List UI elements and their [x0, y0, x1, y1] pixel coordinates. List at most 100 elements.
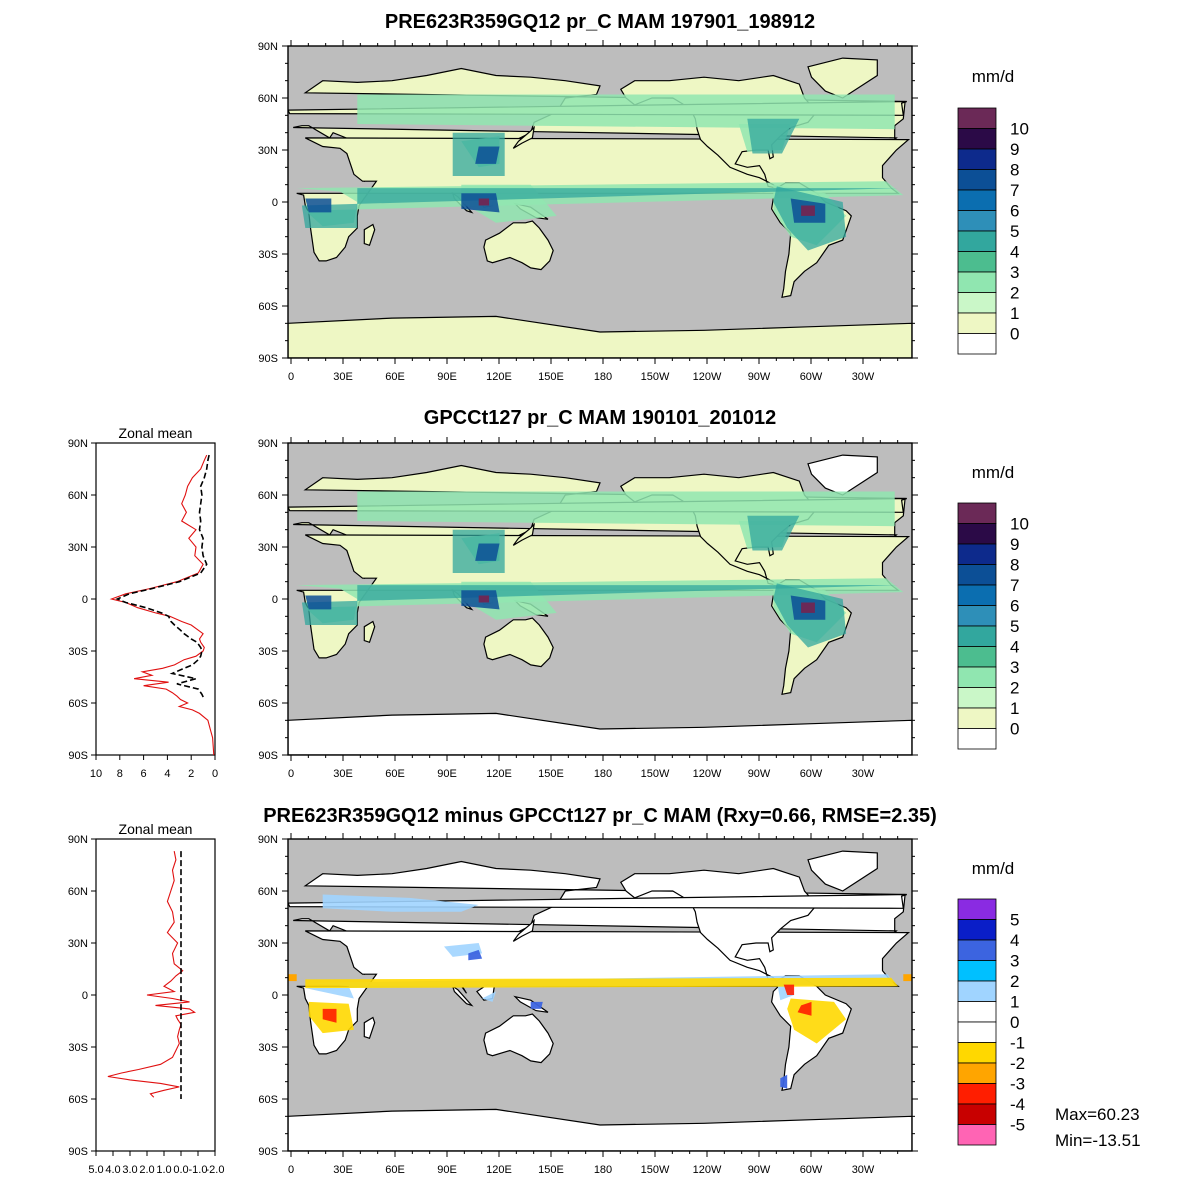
- colorbar-unit: mm/d: [972, 67, 1015, 86]
- colorbar-label: 1: [1010, 993, 1019, 1012]
- colorbar-swatch: [957, 707, 997, 729]
- colorbar-label: 2: [1010, 972, 1019, 991]
- land-greenland: [807, 57, 878, 99]
- lat-tick-label: 0: [272, 990, 278, 1002]
- land-eurasia-wrap: [0, 862, 281, 994]
- zonal-mean-frame: [95, 442, 216, 756]
- zonal-x-label: 4: [164, 768, 170, 780]
- lon-tick-label: 30W: [852, 1164, 875, 1176]
- lon-tick-label: 150E: [538, 1164, 564, 1176]
- lat-tick-label: 30N: [258, 938, 278, 950]
- colorbar-swatch: [957, 523, 997, 545]
- panel-title: PRE623R359GQ12 minus GPCCt127 pr_C MAM (…: [263, 805, 937, 827]
- land-eurasia-wrap: [0, 466, 281, 598]
- precip-zone-max: [801, 602, 815, 613]
- colorbar-swatch: [957, 1062, 997, 1084]
- colorbar-swatch: [957, 543, 997, 565]
- lat-tick-label: 90S: [258, 1146, 278, 1158]
- lat-tick-label: 60N: [258, 93, 278, 105]
- lon-tick-label: 90E: [437, 371, 457, 383]
- colorbar-label: 0: [1010, 1013, 1019, 1032]
- colorbar-label: 2: [1010, 284, 1019, 303]
- zonal-mean-line: [115, 454, 210, 700]
- land-africa-wrap: [0, 931, 285, 1054]
- lat-tick-label: 90N: [258, 834, 278, 846]
- lat-tick-label: 0: [272, 197, 278, 209]
- colorbar-label: 0: [1010, 720, 1019, 739]
- colorbar-label: 9: [1010, 535, 1019, 554]
- zonal-lat-label: 30N: [68, 542, 88, 554]
- lon-tick-label: 90W: [748, 768, 771, 780]
- zonal-lat-label: 60S: [68, 698, 88, 710]
- lon-tick-label: 120E: [486, 768, 512, 780]
- map-layer: [0, 850, 912, 1151]
- diff-zone-negative: [305, 977, 899, 989]
- zonal-lat-label: 90S: [68, 750, 88, 762]
- colorbar-swatch: [957, 919, 997, 941]
- lon-tick-label: 180: [594, 768, 612, 780]
- lon-tick-label: 150W: [641, 768, 670, 780]
- zonal-lat-label: 60N: [68, 490, 88, 502]
- zonal-x-label: 8: [117, 768, 123, 780]
- zonal-lat-label: 90N: [68, 438, 88, 450]
- colorbar-swatch: [957, 1124, 997, 1146]
- colorbar-label: -4: [1010, 1095, 1025, 1114]
- zonal-mean-title: Zonal mean: [119, 821, 193, 837]
- zonal-lat-label: 0: [82, 990, 88, 1002]
- lon-tick-label: 150E: [538, 768, 564, 780]
- zonal-lat-label: 90N: [68, 834, 88, 846]
- colorbar-swatch: [957, 960, 997, 982]
- colorbar-label: 5: [1010, 617, 1019, 636]
- zonal-lat-label: 90S: [68, 1146, 88, 1158]
- lon-tick-label: 120E: [486, 1164, 512, 1176]
- lon-tick-label: 60E: [385, 768, 405, 780]
- lon-tick-label: 150W: [641, 1164, 670, 1176]
- lat-tick-label: 30N: [258, 145, 278, 157]
- colorbar-label: 3: [1010, 263, 1019, 282]
- colorbar-label: -5: [1010, 1116, 1025, 1135]
- lat-tick-label: 60S: [258, 1094, 278, 1106]
- colorbar-label: 10: [1010, 515, 1029, 534]
- colorbar-label: -2: [1010, 1054, 1025, 1073]
- colorbar-label: 1: [1010, 304, 1019, 323]
- diff-zone-negative-strong: [322, 1008, 337, 1023]
- colorbar-label: 4: [1010, 243, 1019, 262]
- lat-tick-label: 90N: [258, 41, 278, 53]
- lon-tick-label: 60W: [800, 371, 823, 383]
- precip-zone-max: [801, 205, 815, 216]
- lon-tick-label: 90W: [748, 371, 771, 383]
- precip-zone-mid: [747, 118, 800, 154]
- lat-tick-label: 60S: [258, 301, 278, 313]
- zonal-x-label: 4.0: [105, 1164, 120, 1176]
- zonal-x-label: 0.0: [173, 1164, 188, 1176]
- land-uk-wrap: [0, 499, 283, 513]
- zonal-lat-label: 30S: [68, 1042, 88, 1054]
- zonal-lat-label: 0: [82, 594, 88, 606]
- diff-zone-negative-mid: [903, 974, 912, 982]
- zonal-lat-label: 30S: [68, 646, 88, 658]
- zonal-x-label: 10: [90, 768, 102, 780]
- colorbar-label: 4: [1010, 638, 1019, 657]
- colorbar-swatch: [957, 1021, 997, 1043]
- diff-zone-positive: [322, 894, 479, 912]
- land-australia: [483, 617, 554, 668]
- colorbar-label: 8: [1010, 556, 1019, 575]
- colorbar-swatch: [957, 502, 997, 524]
- zonal-x-label: 2.0: [139, 1164, 154, 1176]
- colorbar-swatch: [957, 939, 997, 961]
- zonal-mean-line: [109, 454, 215, 756]
- colorbar-label: 10: [1010, 120, 1029, 139]
- map-panel-1: PRE623R359GQ12 pr_C MAM 197901_198912 90N…: [258, 11, 1029, 383]
- land-madagascar: [363, 223, 376, 247]
- min-value: Min=-13.51: [1055, 1131, 1141, 1150]
- land-australia: [483, 220, 554, 271]
- lat-tick-label: 90N: [258, 438, 278, 450]
- lon-tick-label: 30W: [852, 768, 875, 780]
- zonal-mean-line: [107, 850, 197, 1098]
- lon-tick-label: 60W: [800, 1164, 823, 1176]
- colorbar-label: 3: [1010, 658, 1019, 677]
- precip-zone-mid: [301, 188, 899, 228]
- colorbar-label: 9: [1010, 140, 1019, 159]
- colorbar-swatch: [957, 169, 997, 191]
- lon-tick-label: 30E: [333, 768, 353, 780]
